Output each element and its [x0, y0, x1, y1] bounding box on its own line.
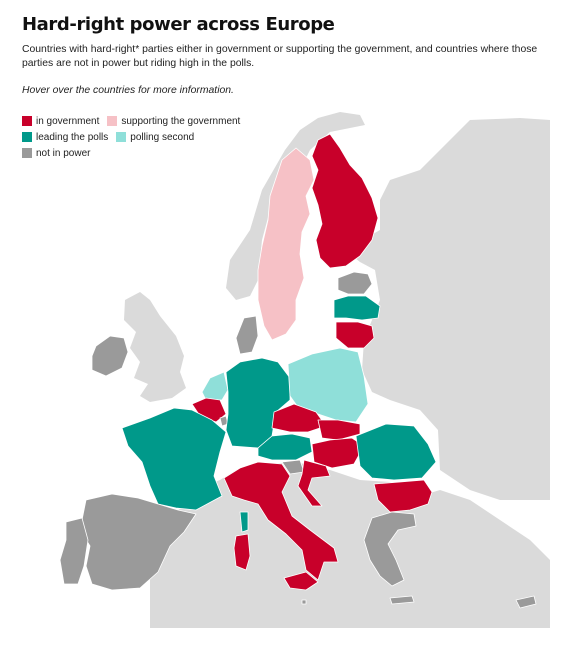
legend-item-in-government: in government [22, 116, 99, 127]
country-greece-crete[interactable]: Greece [389, 595, 415, 605]
legend-swatch-not-in-power [22, 148, 32, 158]
hover-hint: Hover over the countries for more inform… [22, 84, 234, 96]
country-germany[interactable]: Germany [225, 357, 291, 449]
legend-label-supporting-government: supporting the government [121, 115, 241, 127]
country-estonia[interactable]: Estonia [337, 271, 373, 295]
country-sweden[interactable]: Sweden [257, 147, 315, 341]
country-romania[interactable]: Romania [355, 423, 437, 481]
country-slovakia[interactable]: Slovakia [317, 419, 361, 441]
legend-label-not-in-power: not in power [36, 147, 91, 159]
legend-label-in-government: in government [36, 115, 100, 127]
country-spain[interactable]: Spain [79, 493, 197, 591]
country-czechia[interactable]: Czechia [271, 403, 327, 433]
background-east [345, 118, 550, 500]
map-subtitle: Countries with hard-right* parties eithe… [22, 44, 538, 70]
background-iceland-strip [490, 440, 550, 472]
legend-item-leading-polls: leading the polls [22, 132, 108, 143]
country-denmark[interactable]: Denmark [235, 315, 259, 355]
country-cyprus[interactable]: Cyprus [515, 595, 537, 609]
background-uk [124, 292, 186, 402]
map-legend: in government supporting the government … [22, 113, 248, 161]
country-bulgaria[interactable]: Bulgaria [373, 479, 433, 513]
legend-swatch-in-government [22, 116, 32, 126]
country-hungary[interactable]: Hungary [311, 437, 365, 469]
country-latvia[interactable]: Latvia [333, 295, 381, 321]
country-ireland[interactable]: Ireland [91, 335, 129, 377]
map-title: Hard-right power across Europe [22, 14, 335, 35]
background-land [150, 462, 550, 628]
legend-item-not-in-power: not in power [22, 148, 90, 159]
country-malta[interactable]: Malta [301, 599, 307, 605]
country-finland[interactable]: Finland [311, 133, 379, 269]
legend-label-leading-polls: leading the polls [36, 131, 109, 143]
legend-label-polling-second: polling second [130, 131, 195, 143]
legend-swatch-leading-polls [22, 132, 32, 142]
country-portugal[interactable]: Portugal [59, 517, 89, 585]
legend-swatch-supporting-government [107, 116, 118, 126]
country-austria[interactable]: Austria [257, 433, 313, 461]
legend-row-1: in government supporting the government [22, 113, 248, 129]
legend-row-3: not in power [22, 145, 248, 161]
legend-swatch-polling-second [116, 132, 127, 142]
country-italy-sardinia[interactable]: Italy [233, 533, 251, 571]
country-greece[interactable]: Greece [363, 511, 417, 587]
map-header: Hard-right power across Europe Countries… [22, 14, 568, 96]
country-italy-sicily[interactable]: Italy [283, 571, 319, 591]
region-corsica[interactable]: Corsica [239, 511, 249, 533]
country-croatia[interactable]: Croatia [297, 459, 331, 507]
country-lithuania[interactable]: Lithuania [335, 321, 375, 349]
legend-row-2: leading the polls polling second [22, 129, 248, 145]
country-italy[interactable]: Italy [223, 461, 339, 581]
country-netherlands[interactable]: Netherlands [201, 371, 229, 401]
country-france[interactable]: France [121, 407, 227, 511]
legend-item-supporting-government: supporting the government [107, 116, 240, 127]
legend-item-polling-second: polling second [116, 132, 194, 143]
